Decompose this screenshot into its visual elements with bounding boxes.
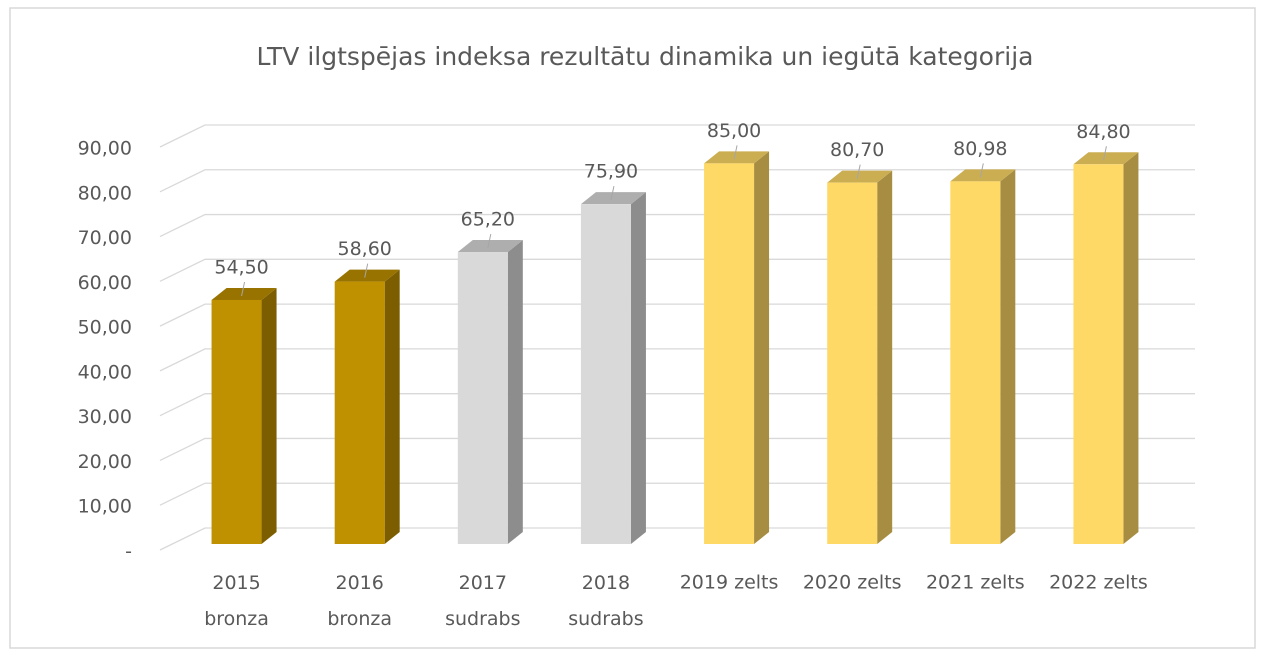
data-label: 54,50 xyxy=(214,256,268,278)
bar xyxy=(211,299,262,544)
bar-top xyxy=(580,192,646,205)
bar-side xyxy=(1000,169,1016,544)
bar-top xyxy=(211,287,277,300)
y-tick-label: 30,00 xyxy=(78,406,132,428)
y-tick-label: 80,00 xyxy=(78,182,132,204)
bar-top xyxy=(950,169,1016,182)
bar xyxy=(950,181,1001,544)
data-label: 80,98 xyxy=(953,138,1007,160)
bar xyxy=(1073,164,1124,545)
bar-top xyxy=(704,151,770,164)
data-label: 65,20 xyxy=(461,209,515,231)
y-tick-label: 90,00 xyxy=(78,138,132,160)
x-tick-label: 2021 zelts xyxy=(926,572,1025,594)
data-label: 85,00 xyxy=(707,120,761,142)
bar xyxy=(827,182,878,545)
leader-line xyxy=(610,186,615,201)
x-tick-label: 2020 zelts xyxy=(803,572,902,594)
y-tick-label: 20,00 xyxy=(78,451,132,473)
grid-line xyxy=(159,124,1195,148)
bar-side xyxy=(630,192,646,545)
x-tick-label: 2019 zelts xyxy=(680,572,779,594)
bar-side xyxy=(261,287,277,544)
data-label: 80,70 xyxy=(830,139,884,161)
y-tick-label: 40,00 xyxy=(78,361,132,383)
leader-line xyxy=(856,164,861,179)
x-tick-label: 2015 bronza xyxy=(204,572,269,630)
bar-top xyxy=(457,240,523,253)
bar-top xyxy=(334,269,400,282)
bar xyxy=(580,204,631,545)
y-tick-label: 10,00 xyxy=(78,496,132,518)
x-tick-label: 2022 zelts xyxy=(1049,572,1148,594)
leader-line xyxy=(487,233,492,249)
bar-side xyxy=(877,170,893,545)
bar xyxy=(334,281,385,544)
leader-line xyxy=(364,263,369,278)
data-label: 58,60 xyxy=(337,238,391,260)
x-tick-label: 2018 sudrabs xyxy=(568,572,643,630)
bar-top xyxy=(827,170,893,183)
y-tick-label: 60,00 xyxy=(78,272,132,294)
bar xyxy=(704,163,755,544)
bar-side xyxy=(384,269,400,544)
bar-top xyxy=(1073,152,1139,165)
x-tick-label: 2016 bronza xyxy=(327,572,392,630)
chart-title: LTV ilgtspējas indeksa rezultātu dinamik… xyxy=(257,42,1034,71)
bar xyxy=(457,252,508,544)
y-tick-label: 70,00 xyxy=(78,227,132,249)
bar-side xyxy=(507,240,523,544)
data-label: 75,90 xyxy=(584,161,638,183)
leader-line xyxy=(733,145,738,160)
bar-side xyxy=(754,151,770,544)
leader-line xyxy=(1102,146,1107,161)
leader-line xyxy=(241,281,246,297)
bar-side xyxy=(1123,152,1139,545)
y-tick-label: 50,00 xyxy=(78,317,132,339)
x-tick-label: 2017 sudrabs xyxy=(445,572,520,630)
leader-line xyxy=(979,163,984,178)
data-label: 84,80 xyxy=(1076,121,1130,143)
y-tick-label: - xyxy=(125,541,132,563)
grid-line xyxy=(159,169,1195,193)
